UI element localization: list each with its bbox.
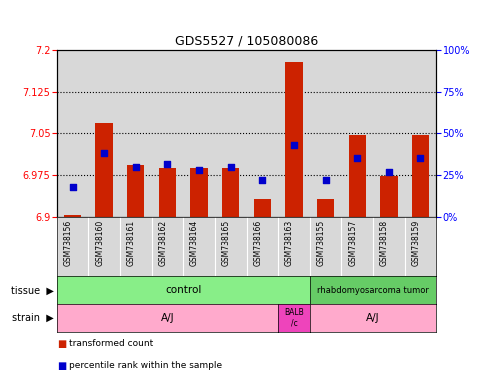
Bar <box>285 62 303 217</box>
Text: ■: ■ <box>57 339 66 349</box>
Bar <box>317 199 334 217</box>
Text: GSM738156: GSM738156 <box>64 220 72 266</box>
Text: control: control <box>165 285 202 295</box>
Text: GDS5527 / 105080086: GDS5527 / 105080086 <box>175 35 318 48</box>
Bar <box>412 134 429 217</box>
Text: GSM738164: GSM738164 <box>190 220 199 266</box>
Bar <box>222 168 240 217</box>
Point <box>100 151 108 157</box>
Text: tissue  ▶: tissue ▶ <box>11 285 54 295</box>
Bar <box>96 123 113 217</box>
Bar <box>253 199 271 217</box>
Text: A/J: A/J <box>366 313 380 323</box>
Text: A/J: A/J <box>161 313 174 323</box>
Text: percentile rank within the sample: percentile rank within the sample <box>69 361 222 369</box>
Text: GSM738162: GSM738162 <box>158 220 168 266</box>
Point <box>132 164 140 170</box>
Point <box>353 156 361 162</box>
Point <box>69 184 76 190</box>
Point <box>385 169 393 175</box>
Text: strain  ▶: strain ▶ <box>12 313 54 323</box>
Point <box>290 142 298 148</box>
Text: GSM738160: GSM738160 <box>95 220 104 266</box>
Text: GSM738166: GSM738166 <box>253 220 262 266</box>
Point <box>258 177 266 183</box>
Text: transformed count: transformed count <box>69 339 153 348</box>
Point <box>321 177 329 183</box>
Point <box>195 167 203 173</box>
Text: GSM738161: GSM738161 <box>127 220 136 266</box>
Bar <box>190 168 208 217</box>
Bar <box>349 134 366 217</box>
Text: ■: ■ <box>57 361 66 371</box>
Text: rhabdomyosarcoma tumor: rhabdomyosarcoma tumor <box>317 286 429 295</box>
Text: BALB
/c: BALB /c <box>284 308 304 328</box>
Point <box>417 156 424 162</box>
Bar <box>380 176 397 217</box>
Text: GSM738155: GSM738155 <box>317 220 325 266</box>
Text: GSM738163: GSM738163 <box>285 220 294 266</box>
Bar <box>127 165 144 217</box>
Bar <box>64 215 81 217</box>
Text: GSM738157: GSM738157 <box>348 220 357 266</box>
Text: GSM738165: GSM738165 <box>222 220 231 266</box>
Text: GSM738158: GSM738158 <box>380 220 389 266</box>
Point <box>227 164 235 170</box>
Text: GSM738159: GSM738159 <box>412 220 421 266</box>
Point <box>164 161 172 167</box>
Bar <box>159 168 176 217</box>
